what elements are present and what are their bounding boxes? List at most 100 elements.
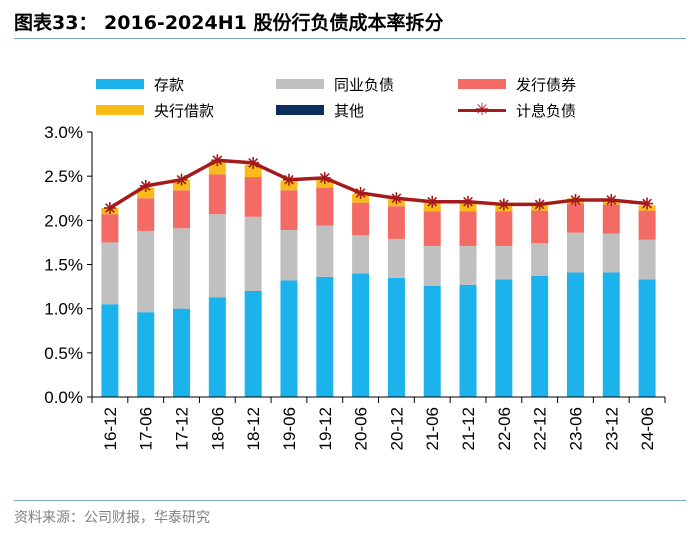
x-tick-label: 20-12	[387, 407, 406, 450]
bar-interbank	[101, 242, 119, 305]
source-note: 资料来源：公司财报，华泰研究	[14, 510, 210, 526]
x-tick-label: 22-12	[531, 407, 550, 450]
bar-bonds	[208, 174, 226, 215]
bar-interbank	[280, 230, 298, 281]
bar-deposits	[137, 312, 155, 397]
x-tick-label: 19-12	[316, 407, 335, 450]
bar-interbank	[352, 235, 370, 274]
legend-item-bonds: 发行债券	[458, 72, 576, 96]
legend-label: 发行债券	[516, 75, 577, 94]
bar-interbank	[244, 216, 262, 291]
line-marker	[282, 173, 295, 186]
bar-interbank	[173, 228, 191, 309]
x-tick-label: 21-12	[459, 407, 478, 450]
bar-deposits	[387, 277, 405, 397]
x-tick-label: 24-06	[638, 407, 657, 450]
bar-interbank	[638, 239, 656, 280]
bar-deposits	[423, 285, 441, 397]
legend-item-interest_line: ✳ 计息负债	[458, 98, 576, 122]
x-tick-label: 16-12	[101, 407, 120, 450]
bar-bonds	[602, 204, 620, 234]
x-tick-label: 23-06	[566, 407, 585, 450]
bar-interbank	[316, 225, 334, 277]
legend-item-interbank: 同业负债	[276, 72, 394, 96]
legend-swatch-deposits	[96, 79, 144, 89]
bar-interbank	[566, 232, 584, 273]
bar-central_bank	[137, 187, 155, 199]
bar-deposits	[531, 275, 549, 397]
y-tick-label: 0.0%	[44, 388, 83, 407]
bar-interbank	[137, 230, 155, 313]
bar-deposits	[602, 272, 620, 397]
line-marker	[533, 198, 546, 211]
bar-bonds	[566, 203, 584, 233]
bar-deposits	[566, 272, 584, 397]
y-tick-label: 1.5%	[44, 256, 83, 275]
bar-interbank	[387, 238, 405, 278]
bar-deposits	[638, 279, 656, 397]
line-marker	[641, 197, 654, 210]
bar-deposits	[208, 297, 226, 397]
bar-deposits	[352, 273, 370, 397]
line-marker	[354, 186, 367, 199]
legend-label: 计息负债	[516, 101, 577, 120]
line-marker	[569, 194, 582, 207]
legend-label: 央行借款	[154, 101, 215, 120]
bar-bonds	[173, 190, 191, 229]
title-divider	[14, 38, 686, 39]
bar-bonds	[280, 190, 298, 231]
bar-deposits	[101, 304, 119, 397]
line-marker	[247, 156, 260, 169]
bar-bonds	[316, 187, 334, 226]
line-marker	[497, 198, 510, 211]
bar-bonds	[638, 210, 656, 240]
bar-bonds	[495, 211, 513, 246]
x-tick-label: 19-06	[280, 407, 299, 450]
legend-swatch-central_bank	[96, 105, 144, 115]
bar-deposits	[244, 291, 262, 397]
bar-interbank	[208, 214, 226, 298]
legend-swatch-bonds	[458, 79, 506, 89]
bar-deposits	[459, 284, 477, 397]
x-tick-label: 23-12	[602, 407, 621, 450]
line-marker	[390, 192, 403, 205]
x-tick-label: 18-12	[244, 407, 263, 450]
figure-title: 图表33： 2016-2024H1 股份行负债成本率拆分	[14, 12, 444, 34]
bar-deposits	[280, 280, 298, 397]
y-tick-label: 2.0%	[44, 211, 83, 230]
x-tick-label: 22-06	[495, 407, 514, 450]
x-tick-label: 20-06	[352, 407, 371, 450]
bar-bonds	[137, 198, 155, 231]
x-tick-label: 18-06	[208, 407, 227, 450]
x-tick-label: 21-06	[423, 407, 442, 450]
x-tick-label: 17-12	[173, 407, 192, 450]
legend-line-marker-icon: ✳	[458, 98, 506, 122]
bar-bonds	[423, 211, 441, 246]
legend-swatch-interbank	[276, 79, 324, 89]
line-marker	[605, 194, 618, 207]
legend-swatch-other	[276, 105, 324, 115]
y-tick-label: 3.0%	[44, 123, 83, 142]
line-interest_line	[108, 158, 648, 210]
line-marker	[211, 154, 224, 167]
bar-bonds	[387, 206, 405, 239]
bar-bonds	[101, 214, 119, 243]
legend-item-deposits: 存款	[96, 72, 184, 96]
bar-deposits	[173, 308, 191, 397]
bar-interbank	[531, 243, 549, 276]
source-divider	[14, 500, 686, 501]
line-marker	[318, 171, 331, 184]
legend-item-other: 其他	[276, 98, 364, 122]
line-marker	[139, 179, 152, 192]
bar-bonds	[531, 210, 549, 244]
line-marker	[426, 195, 439, 208]
bar-interbank	[602, 233, 620, 273]
legend-label: 其他	[334, 101, 365, 120]
bar-deposits	[495, 279, 513, 397]
bar-deposits	[316, 276, 334, 397]
bar-bonds	[352, 202, 370, 236]
legend-item-central_bank: 央行借款	[96, 98, 214, 122]
legend-label: 存款	[154, 75, 185, 94]
line-marker	[175, 173, 188, 186]
